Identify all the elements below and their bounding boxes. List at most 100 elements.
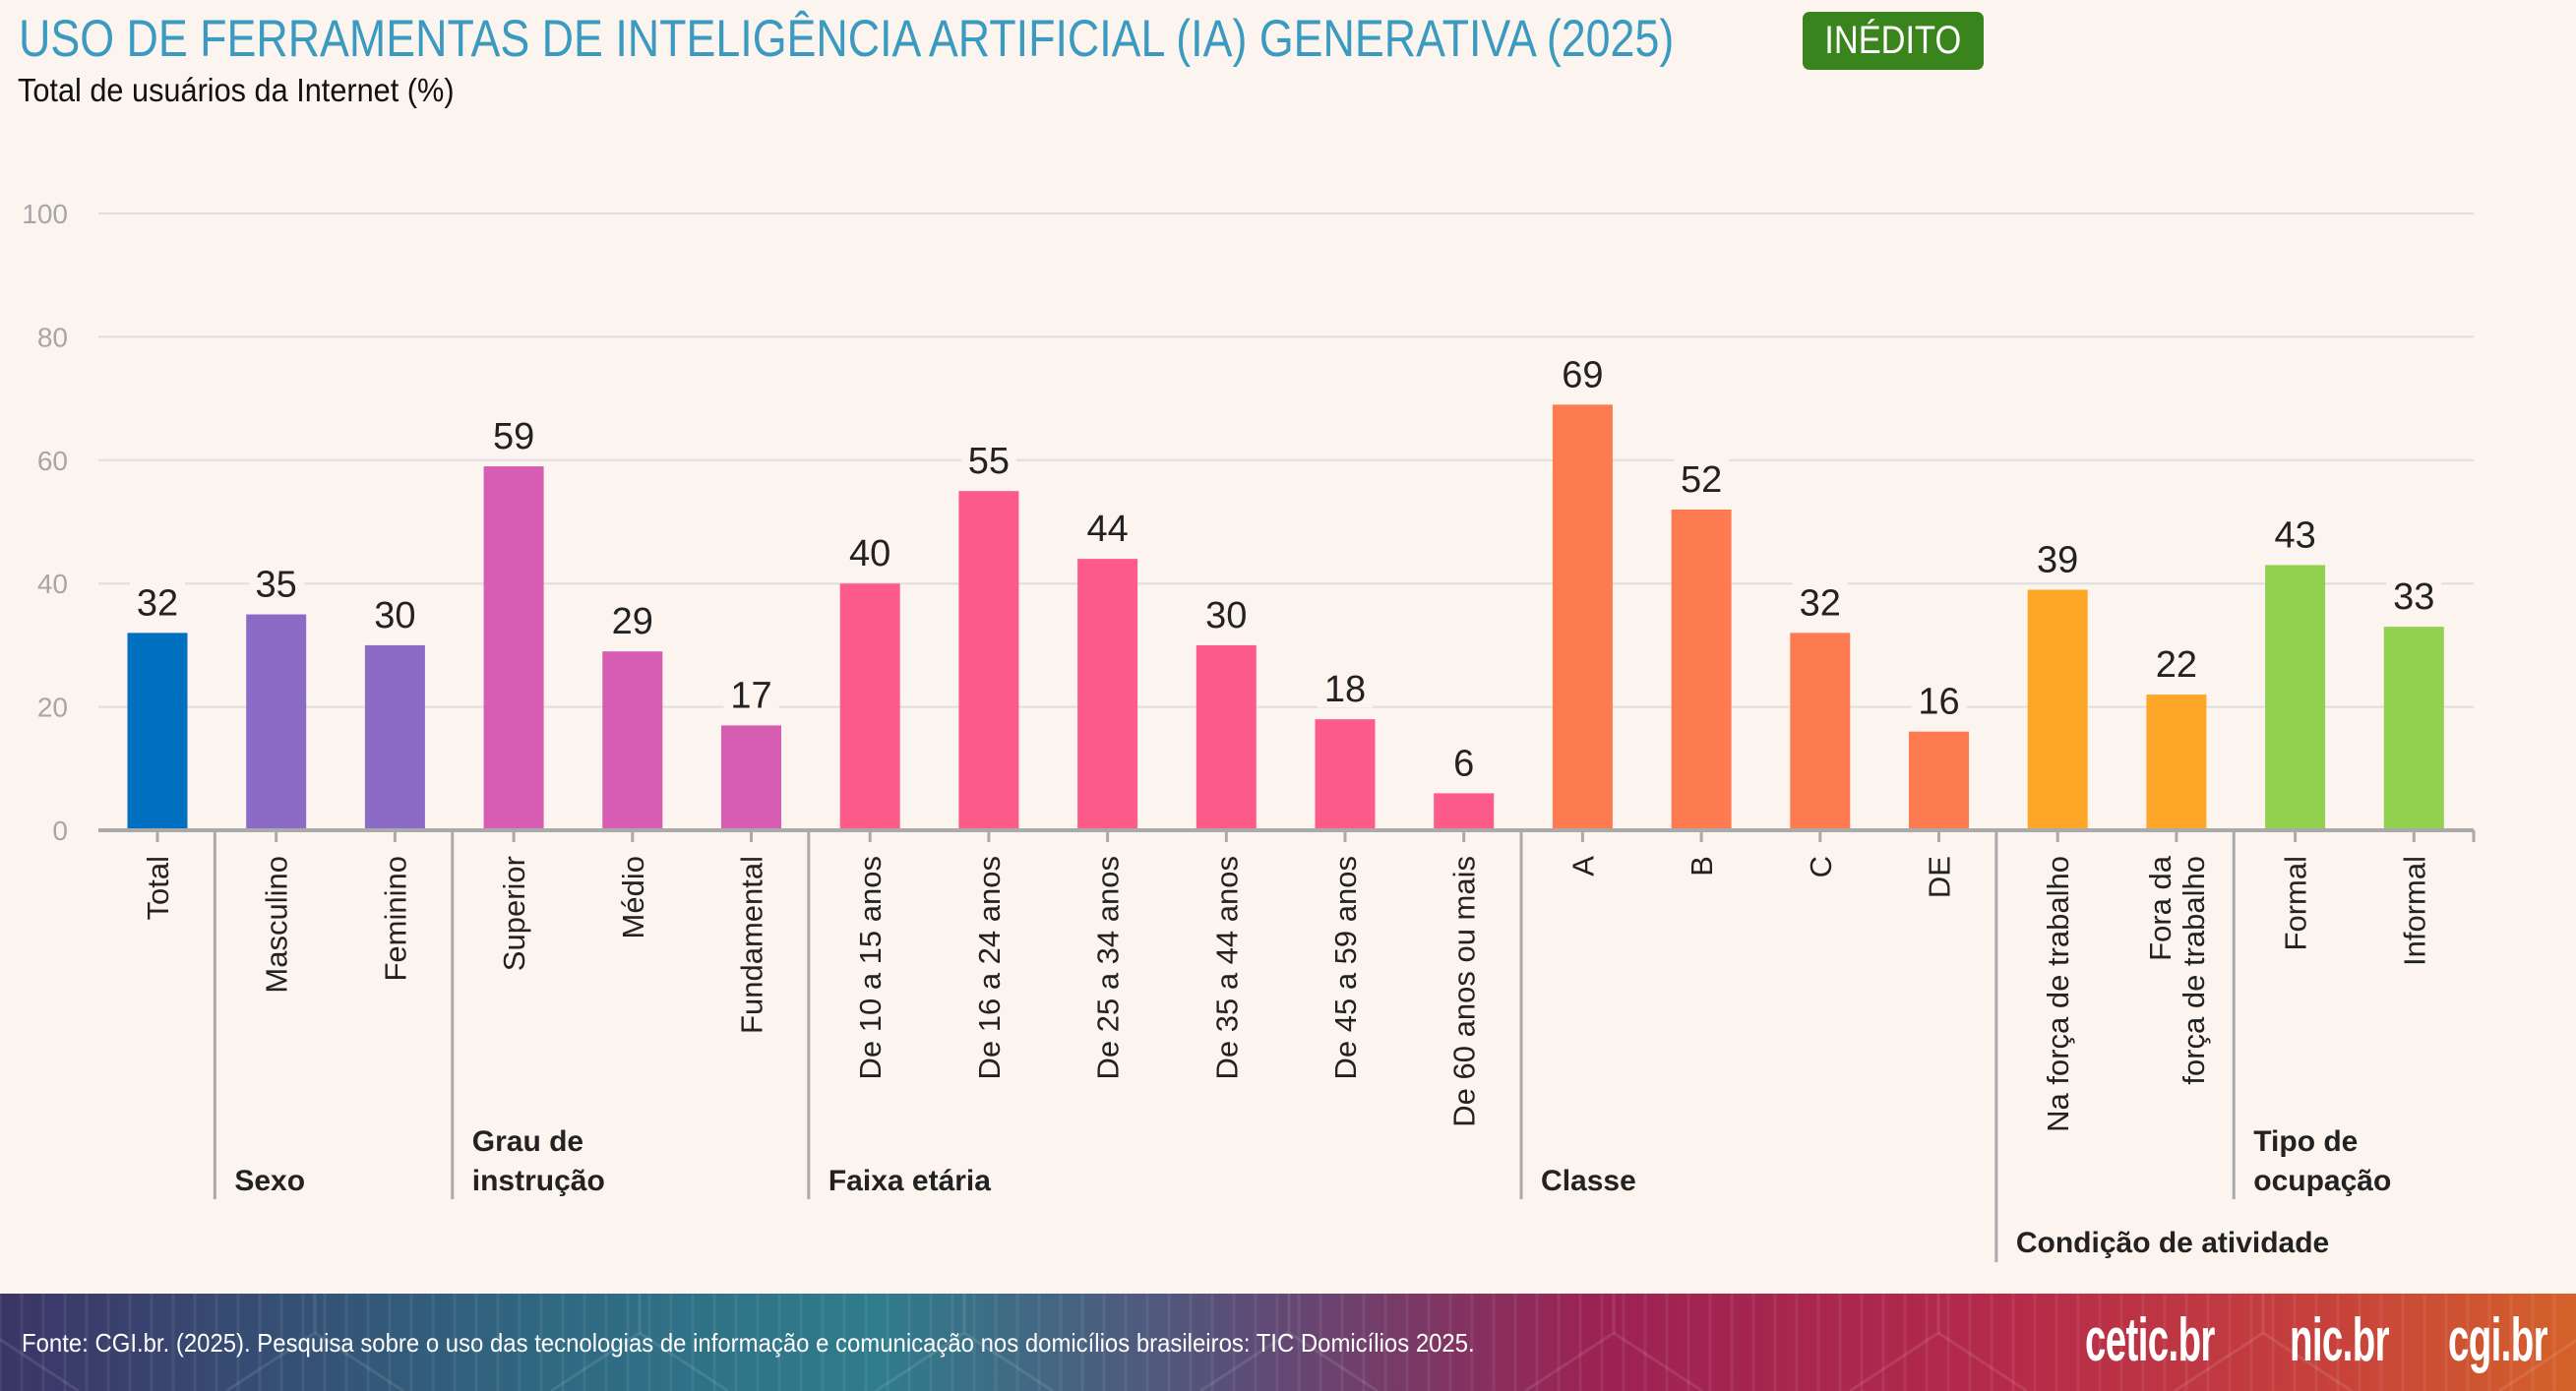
category-label: Informal: [2397, 856, 2431, 966]
bar: [1909, 731, 1969, 830]
value-label: 59: [493, 416, 534, 457]
category-label: Masculino: [260, 856, 294, 994]
value-label: 29: [612, 601, 653, 642]
pattern-chevron: [1937, 1331, 2028, 1391]
pattern-chevron: [2262, 1331, 2353, 1391]
bar: [364, 644, 425, 830]
group-label: Condição de atividade: [2016, 1227, 2329, 1259]
bar: [2265, 565, 2326, 830]
chart-subtitle: Total de usuários da Internet (%): [18, 72, 455, 108]
y-tick-label: 100: [22, 199, 68, 229]
category-label: De 10 a 15 anos: [853, 856, 888, 1080]
bar: [721, 725, 781, 830]
y-tick-label: 0: [52, 816, 68, 846]
cgi-logo[interactable]: cgi.br: [2448, 1306, 2548, 1374]
category-label: Superior: [497, 856, 531, 971]
bar: [1315, 719, 1376, 830]
group-label: ocupação: [2253, 1165, 2391, 1197]
value-label: 43: [2274, 514, 2315, 556]
pattern-chevron: [639, 1331, 729, 1391]
pattern-chevron: [225, 1294, 317, 1391]
category-label: força de trabalho: [2177, 856, 2211, 1085]
value-label: 44: [1086, 509, 1128, 550]
value-label: 6: [1453, 743, 1474, 784]
value-label-bg: [2148, 643, 2204, 684]
value-label: 18: [1324, 669, 1366, 710]
pattern-chevron: [1288, 1331, 1379, 1391]
category-label: Total: [141, 856, 175, 920]
value-label-bg: [604, 600, 660, 640]
value-label-bg: [2267, 514, 2323, 554]
y-tick-label: 80: [37, 322, 68, 352]
footer-pattern: [0, 1294, 2576, 1391]
value-label: 16: [1918, 682, 1959, 723]
group-label: Faixa etária: [828, 1165, 991, 1197]
value-label-bg: [960, 440, 1016, 480]
group-label: Grau de: [472, 1125, 583, 1158]
bar-chart: 0 20 40 60 80 100 32 35 30 59 29 17 40 55 44 30 18 6 69 52…: [22, 199, 2476, 1262]
footer-bar: Fonte: CGI.br. (2025). Pesquisa sobre o …: [0, 1294, 2576, 1391]
value-label-bg: [1318, 668, 1373, 708]
category-label: De 16 a 24 anos: [972, 856, 1007, 1080]
nic-logo[interactable]: nic.br: [2290, 1306, 2390, 1374]
pattern-chevron: [550, 1294, 642, 1391]
category-label: De 60 anos ou mais: [1447, 856, 1482, 1127]
category-label: C: [1804, 856, 1838, 877]
value-label: 30: [1205, 595, 1247, 636]
bar: [246, 614, 307, 830]
value-labels: 32 35 30 59 29 17 40 55 44 30 18 6 69 52 32 16 39 22 43 33: [130, 353, 2442, 784]
bar: [958, 491, 1019, 830]
bar: [1077, 559, 1138, 830]
value-label: 69: [1562, 354, 1603, 395]
pattern-chevron: [875, 1294, 966, 1391]
new-badge: INÉDITO: [1803, 12, 1984, 70]
pattern-chevron: [314, 1331, 404, 1391]
value-label-bg: [2030, 538, 2086, 578]
bar: [1196, 644, 1257, 830]
value-label-bg: [2386, 575, 2442, 616]
group-label: Tipo de: [2253, 1125, 2358, 1158]
value-label-bg: [1436, 742, 1492, 782]
cetic-logo[interactable]: cetic.br: [2085, 1306, 2215, 1374]
category-label: Fora da: [2143, 855, 2177, 961]
y-axis-tick-labels: 0 20 40 60 80 100: [22, 199, 68, 846]
value-label-bg: [723, 674, 779, 714]
pattern-chevron: [963, 1331, 1054, 1391]
category-label: De 45 a 59 anos: [1328, 856, 1363, 1080]
category-label: Na força de trabalho: [2041, 856, 2075, 1132]
value-label: 40: [849, 533, 890, 575]
category-label: Feminino: [378, 856, 412, 982]
source-note: Fonte: CGI.br. (2025). Pesquisa sobre o …: [22, 1328, 1475, 1358]
group-label: Sexo: [234, 1165, 305, 1197]
group-label: Classe: [1541, 1165, 1636, 1197]
value-label: 39: [2037, 539, 2078, 580]
bar: [1671, 509, 1732, 830]
bar: [839, 583, 900, 830]
y-tick-label: 40: [37, 569, 68, 599]
pattern-chevron: [1199, 1294, 1291, 1391]
value-label: 30: [374, 595, 415, 636]
y-tick-label: 60: [37, 446, 68, 476]
group-label: instrução: [472, 1165, 605, 1197]
category-label: B: [1685, 856, 1719, 877]
pattern-chevron: [1613, 1331, 1703, 1391]
value-label: 35: [256, 565, 297, 606]
value-label-bg: [1555, 353, 1611, 393]
value-label: 17: [730, 675, 771, 716]
bar: [2146, 695, 2207, 830]
value-label-bg: [1198, 593, 1255, 634]
bar: [1434, 793, 1495, 830]
value-label: 52: [1681, 459, 1722, 501]
bars: [127, 404, 2444, 830]
value-label-bg: [367, 593, 423, 634]
value-label-bg: [1079, 508, 1135, 548]
value-label: 22: [2156, 644, 2197, 686]
pattern-chevron: [0, 1337, 80, 1391]
value-label-bg: [248, 563, 304, 603]
gridlines: [98, 212, 2474, 708]
bar: [127, 633, 188, 830]
category-label: Médio: [616, 856, 650, 938]
value-label: 32: [1800, 582, 1841, 624]
value-label: 55: [968, 441, 1010, 482]
value-label: 33: [2393, 576, 2434, 618]
